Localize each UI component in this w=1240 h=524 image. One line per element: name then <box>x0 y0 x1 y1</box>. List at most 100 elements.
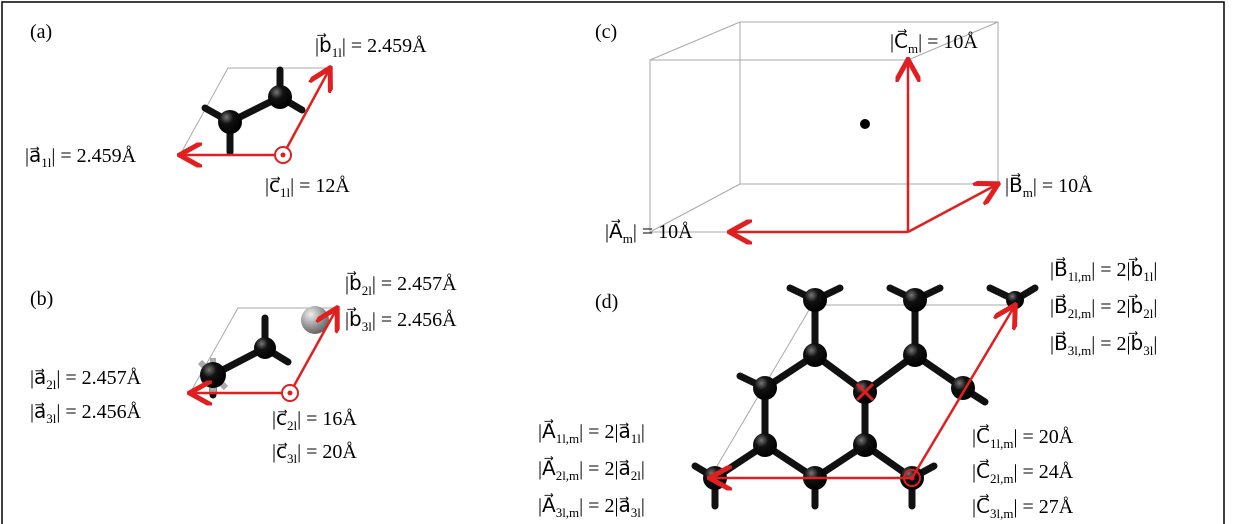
panel-a-drawing <box>180 68 330 163</box>
vector-label: |A⃗3l,m| = 2|a⃗3l| <box>538 492 645 520</box>
subscript: 3l <box>362 319 373 334</box>
label-text: |C⃗ <box>972 458 990 483</box>
vector-label: |B⃗1l,m| = 2|b⃗1l| <box>1050 256 1157 284</box>
panel-label: (a) <box>30 21 52 43</box>
subscript: 1l <box>332 45 343 60</box>
label-text: | = 2.457Å <box>56 367 141 389</box>
label-text: | = 20Å <box>297 441 357 463</box>
label-text: |a⃗ <box>30 401 46 423</box>
subscript: 2l,m <box>556 468 579 483</box>
subscript: 2l <box>631 468 642 483</box>
subscript: 3l,m <box>990 506 1013 521</box>
label-text: | <box>1153 259 1157 281</box>
atom <box>903 288 927 312</box>
label-text: | = 2|b⃗ <box>1091 256 1143 281</box>
vector-label: |C⃗1l,m| = 20Å <box>972 423 1074 451</box>
vector-label: |a⃗1l| = 2.459Å <box>25 145 137 170</box>
subscript: 2l,m <box>990 471 1013 486</box>
label-text: | = 16Å <box>297 408 357 430</box>
label-text: |B⃗ <box>1005 172 1023 197</box>
subscript: 2l <box>1143 306 1154 321</box>
label-text: |A⃗ <box>538 418 556 443</box>
label-text: |b⃗ <box>345 306 362 331</box>
subscript: 2l <box>287 418 298 433</box>
label-text: | = 2.456Å <box>56 401 141 423</box>
label-text: | = 27Å <box>1013 496 1073 518</box>
label-text: |C⃗ <box>972 423 990 448</box>
label-text: | = 2|a⃗ <box>579 495 631 517</box>
subscript: 2l <box>46 377 57 392</box>
label-text: |A⃗ <box>538 455 556 480</box>
label-text: |b⃗ <box>315 32 332 57</box>
subscript: 1l <box>631 431 642 446</box>
label-text: |C⃗ <box>972 493 990 518</box>
subscript: 1l <box>41 155 52 170</box>
subscript: 1l,m <box>990 436 1013 451</box>
subscript: 3l <box>287 451 298 466</box>
label-text: | = 2.457Å <box>372 273 457 295</box>
label-text: |a⃗ <box>30 367 46 389</box>
vector-label: |B⃗3l,m| = 2|b⃗3l| <box>1050 330 1157 358</box>
subscript: 1l <box>280 185 291 200</box>
label-text: | = 20Å <box>1013 426 1073 448</box>
label-text: | = 2|b⃗ <box>1091 330 1143 355</box>
subscript: m <box>623 231 633 246</box>
panel-label: (d) <box>595 291 618 313</box>
atom <box>803 343 827 367</box>
label-text: |b⃗ <box>345 270 362 295</box>
label-text: | = 12Å <box>290 175 350 197</box>
vector-label: |b⃗1l| = 2.459Å <box>315 32 427 60</box>
vector-label: |C⃗m| = 10Å <box>890 28 978 56</box>
label-text: | = 10Å <box>1033 175 1093 197</box>
subscript: m <box>1023 185 1033 200</box>
atom <box>753 376 777 400</box>
subscript: 3l <box>1143 343 1154 358</box>
label-text: |a⃗ <box>25 145 41 167</box>
vector-label: |b⃗2l| = 2.457Å <box>345 270 457 298</box>
label-text: | = 2.459Å <box>342 35 427 57</box>
origin-marker <box>910 476 915 481</box>
subscript: 3l,m <box>556 505 579 520</box>
atom <box>903 343 927 367</box>
label-text: | = 10Å <box>918 31 978 53</box>
label-text: | <box>641 495 645 517</box>
arrow <box>912 307 1014 478</box>
subscript: 1l,m <box>1068 269 1091 284</box>
vector-label: |B⃗2l,m| = 2|b⃗2l| <box>1050 293 1157 321</box>
label-text: | <box>1153 296 1157 318</box>
vector-label: |b⃗3l| = 2.456Å <box>345 306 457 334</box>
vector-label: |c⃗1l| = 12Å <box>265 175 350 200</box>
subscript: 3l <box>631 505 642 520</box>
vector-label: |c⃗3l| = 20Å <box>272 441 357 466</box>
vector-label: |a⃗3l| = 2.456Å <box>30 401 142 426</box>
vector-label: |C⃗3l,m| = 27Å <box>972 493 1074 521</box>
subscript: 1l <box>1143 269 1154 284</box>
vector-label: |a⃗2l| = 2.457Å <box>30 367 142 392</box>
figure: (a)|b⃗1l| = 2.459Å|a⃗1l| = 2.459Å|c⃗1l| … <box>0 0 1240 524</box>
label-text: |c⃗ <box>272 441 288 463</box>
label-text: |B⃗ <box>1050 293 1068 318</box>
subscript: 2l,m <box>1068 306 1091 321</box>
atom <box>853 433 877 457</box>
label-text: |B⃗ <box>1050 330 1068 355</box>
vector-label: |A⃗m| = 10Å <box>605 218 693 246</box>
atom <box>1006 291 1024 309</box>
panel-b-drawing <box>190 306 337 401</box>
atom <box>753 433 777 457</box>
label-text: | <box>1153 333 1157 355</box>
subscript: m <box>908 41 918 56</box>
panel-label: (b) <box>30 288 53 310</box>
panel-c-drawing <box>650 22 998 232</box>
label-text: | = 2|a⃗ <box>579 458 631 480</box>
label-text: | = 2|a⃗ <box>579 421 631 443</box>
vector-label: |A⃗1l,m| = 2|a⃗1l| <box>538 418 645 446</box>
label-text: |C⃗ <box>890 28 908 53</box>
vector-label: |B⃗m| = 10Å <box>1005 172 1093 200</box>
label-text: |c⃗ <box>272 408 288 430</box>
subscript: 3l,m <box>1068 343 1091 358</box>
label-text: |A⃗ <box>538 492 556 517</box>
subscript: 3l <box>46 411 57 426</box>
vector-label: |A⃗2l,m| = 2|a⃗2l| <box>538 455 645 483</box>
panel-label: (c) <box>595 21 617 43</box>
label-text: | <box>641 458 645 480</box>
